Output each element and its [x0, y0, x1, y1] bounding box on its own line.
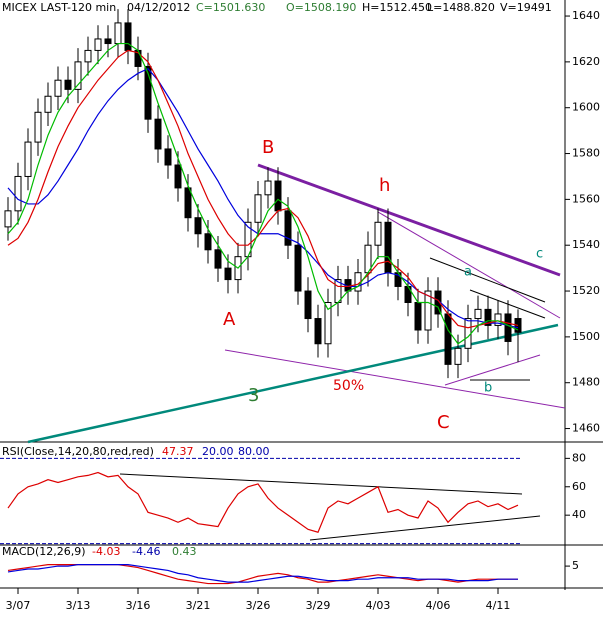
candle-body	[224, 267, 232, 281]
series-line	[7, 564, 518, 583]
candle-body	[414, 302, 422, 331]
macd-title: MACD(12,26,9)	[2, 545, 86, 558]
candle-body	[54, 79, 62, 97]
candle-body	[44, 95, 52, 113]
y-tick-label: 1520	[572, 284, 600, 297]
rsi-readout: 20.00	[202, 445, 234, 458]
annotation: h	[379, 175, 390, 196]
y-tick-label: 1480	[572, 376, 600, 389]
candle-body	[444, 313, 452, 365]
candle-body	[464, 318, 472, 349]
series-line	[7, 42, 519, 345]
candle-body	[324, 302, 332, 345]
readout: L=1488.820	[427, 1, 495, 14]
candle-body	[494, 313, 502, 326]
macd-readout: 0.43	[172, 545, 197, 558]
candle-body	[84, 49, 92, 63]
annotation: A	[223, 309, 236, 330]
frame	[0, 0, 603, 590]
readout: V=19491	[500, 1, 552, 14]
candle-body	[204, 233, 212, 251]
candle-body	[34, 111, 42, 143]
candle-body	[24, 141, 32, 177]
candle-body	[14, 175, 22, 212]
candle-body	[144, 65, 152, 120]
y-tick-label: 1580	[572, 147, 600, 160]
x-tick-label: 3/07	[6, 599, 31, 612]
candle-body	[164, 148, 172, 166]
annotation: c	[536, 247, 543, 262]
annotation: 50%	[333, 378, 364, 394]
x-tick-label: 4/11	[486, 599, 511, 612]
date: 04/12/2012	[127, 1, 190, 14]
candle-body	[184, 187, 192, 219]
candle-body	[274, 180, 282, 212]
y-tick-label: 60	[572, 480, 586, 493]
candle-body	[154, 118, 162, 150]
x-tick-label: 4/06	[426, 599, 451, 612]
candle-body	[64, 79, 72, 90]
annotation: C	[437, 412, 450, 433]
candle-body	[194, 217, 202, 235]
rsi-readout: 47.37	[162, 445, 194, 458]
annotations: A B h C 3 50% a b c	[223, 137, 543, 433]
candle-body	[474, 308, 482, 320]
y-tick-label: 5	[572, 559, 579, 572]
candle-body	[454, 347, 462, 365]
chart-title: MICEX LAST-120 min	[2, 1, 116, 14]
candle-body	[124, 22, 132, 51]
candle-body	[4, 210, 12, 228]
x-tick-label: 3/16	[126, 599, 151, 612]
candle-body	[304, 290, 312, 320]
series-line	[7, 471, 519, 533]
candle-body	[484, 308, 492, 326]
candle-body	[284, 210, 292, 246]
y-tick-label: 80	[572, 451, 586, 464]
rsi-title: RSI(Close,14,20,80,red,red)	[2, 445, 154, 458]
x-tick-label: 3/13	[66, 599, 91, 612]
series-line	[7, 49, 519, 329]
header: MICEX LAST-120 min 04/12/2012 C=1501.630…	[2, 1, 552, 558]
readout: C=1501.630	[196, 1, 265, 14]
annotation: b	[484, 381, 492, 396]
y-tick-label: 1620	[572, 55, 600, 68]
y-tick-label: 1600	[572, 101, 600, 114]
candle-body	[94, 38, 102, 51]
y-tick-label: 1560	[572, 192, 600, 205]
x-tick-label: 3/29	[306, 599, 331, 612]
candle-body	[374, 221, 382, 246]
candle-body	[314, 318, 322, 345]
candle-body	[504, 313, 512, 342]
x-tick-label: 3/26	[246, 599, 271, 612]
annotation: a	[464, 265, 472, 280]
candle-body	[384, 221, 392, 274]
y-tick-label: 1500	[572, 330, 600, 343]
y-tick-label: 1640	[572, 9, 600, 22]
candle-body	[104, 38, 112, 45]
y-tick-label: 1540	[572, 238, 600, 251]
y-tick-label: 1460	[572, 422, 600, 435]
y-tick-label: 40	[572, 508, 586, 521]
candle-body	[254, 194, 262, 223]
candle-body	[174, 164, 182, 189]
candle-body	[264, 180, 272, 196]
candle-body	[74, 61, 82, 90]
readout: H=1512.450	[362, 1, 432, 14]
candle-body	[114, 22, 122, 45]
candle-body	[214, 249, 222, 269]
candle-body	[424, 290, 432, 331]
annotation: B	[262, 137, 274, 158]
x-tick-label: 4/03	[366, 599, 391, 612]
annotation: 3	[248, 385, 259, 406]
macd-readout: -4.03	[92, 545, 120, 558]
candle-body	[294, 244, 302, 292]
rsi-readout: 80.00	[238, 445, 270, 458]
readout: O=1508.190	[286, 1, 356, 14]
x-tick-label: 3/21	[186, 599, 211, 612]
macd-readout: -4.46	[132, 545, 160, 558]
